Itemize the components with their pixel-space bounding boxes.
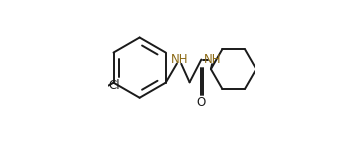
- Text: NH: NH: [171, 53, 188, 66]
- Text: NH: NH: [204, 53, 222, 66]
- Text: Cl: Cl: [108, 79, 119, 92]
- Text: O: O: [197, 96, 206, 109]
